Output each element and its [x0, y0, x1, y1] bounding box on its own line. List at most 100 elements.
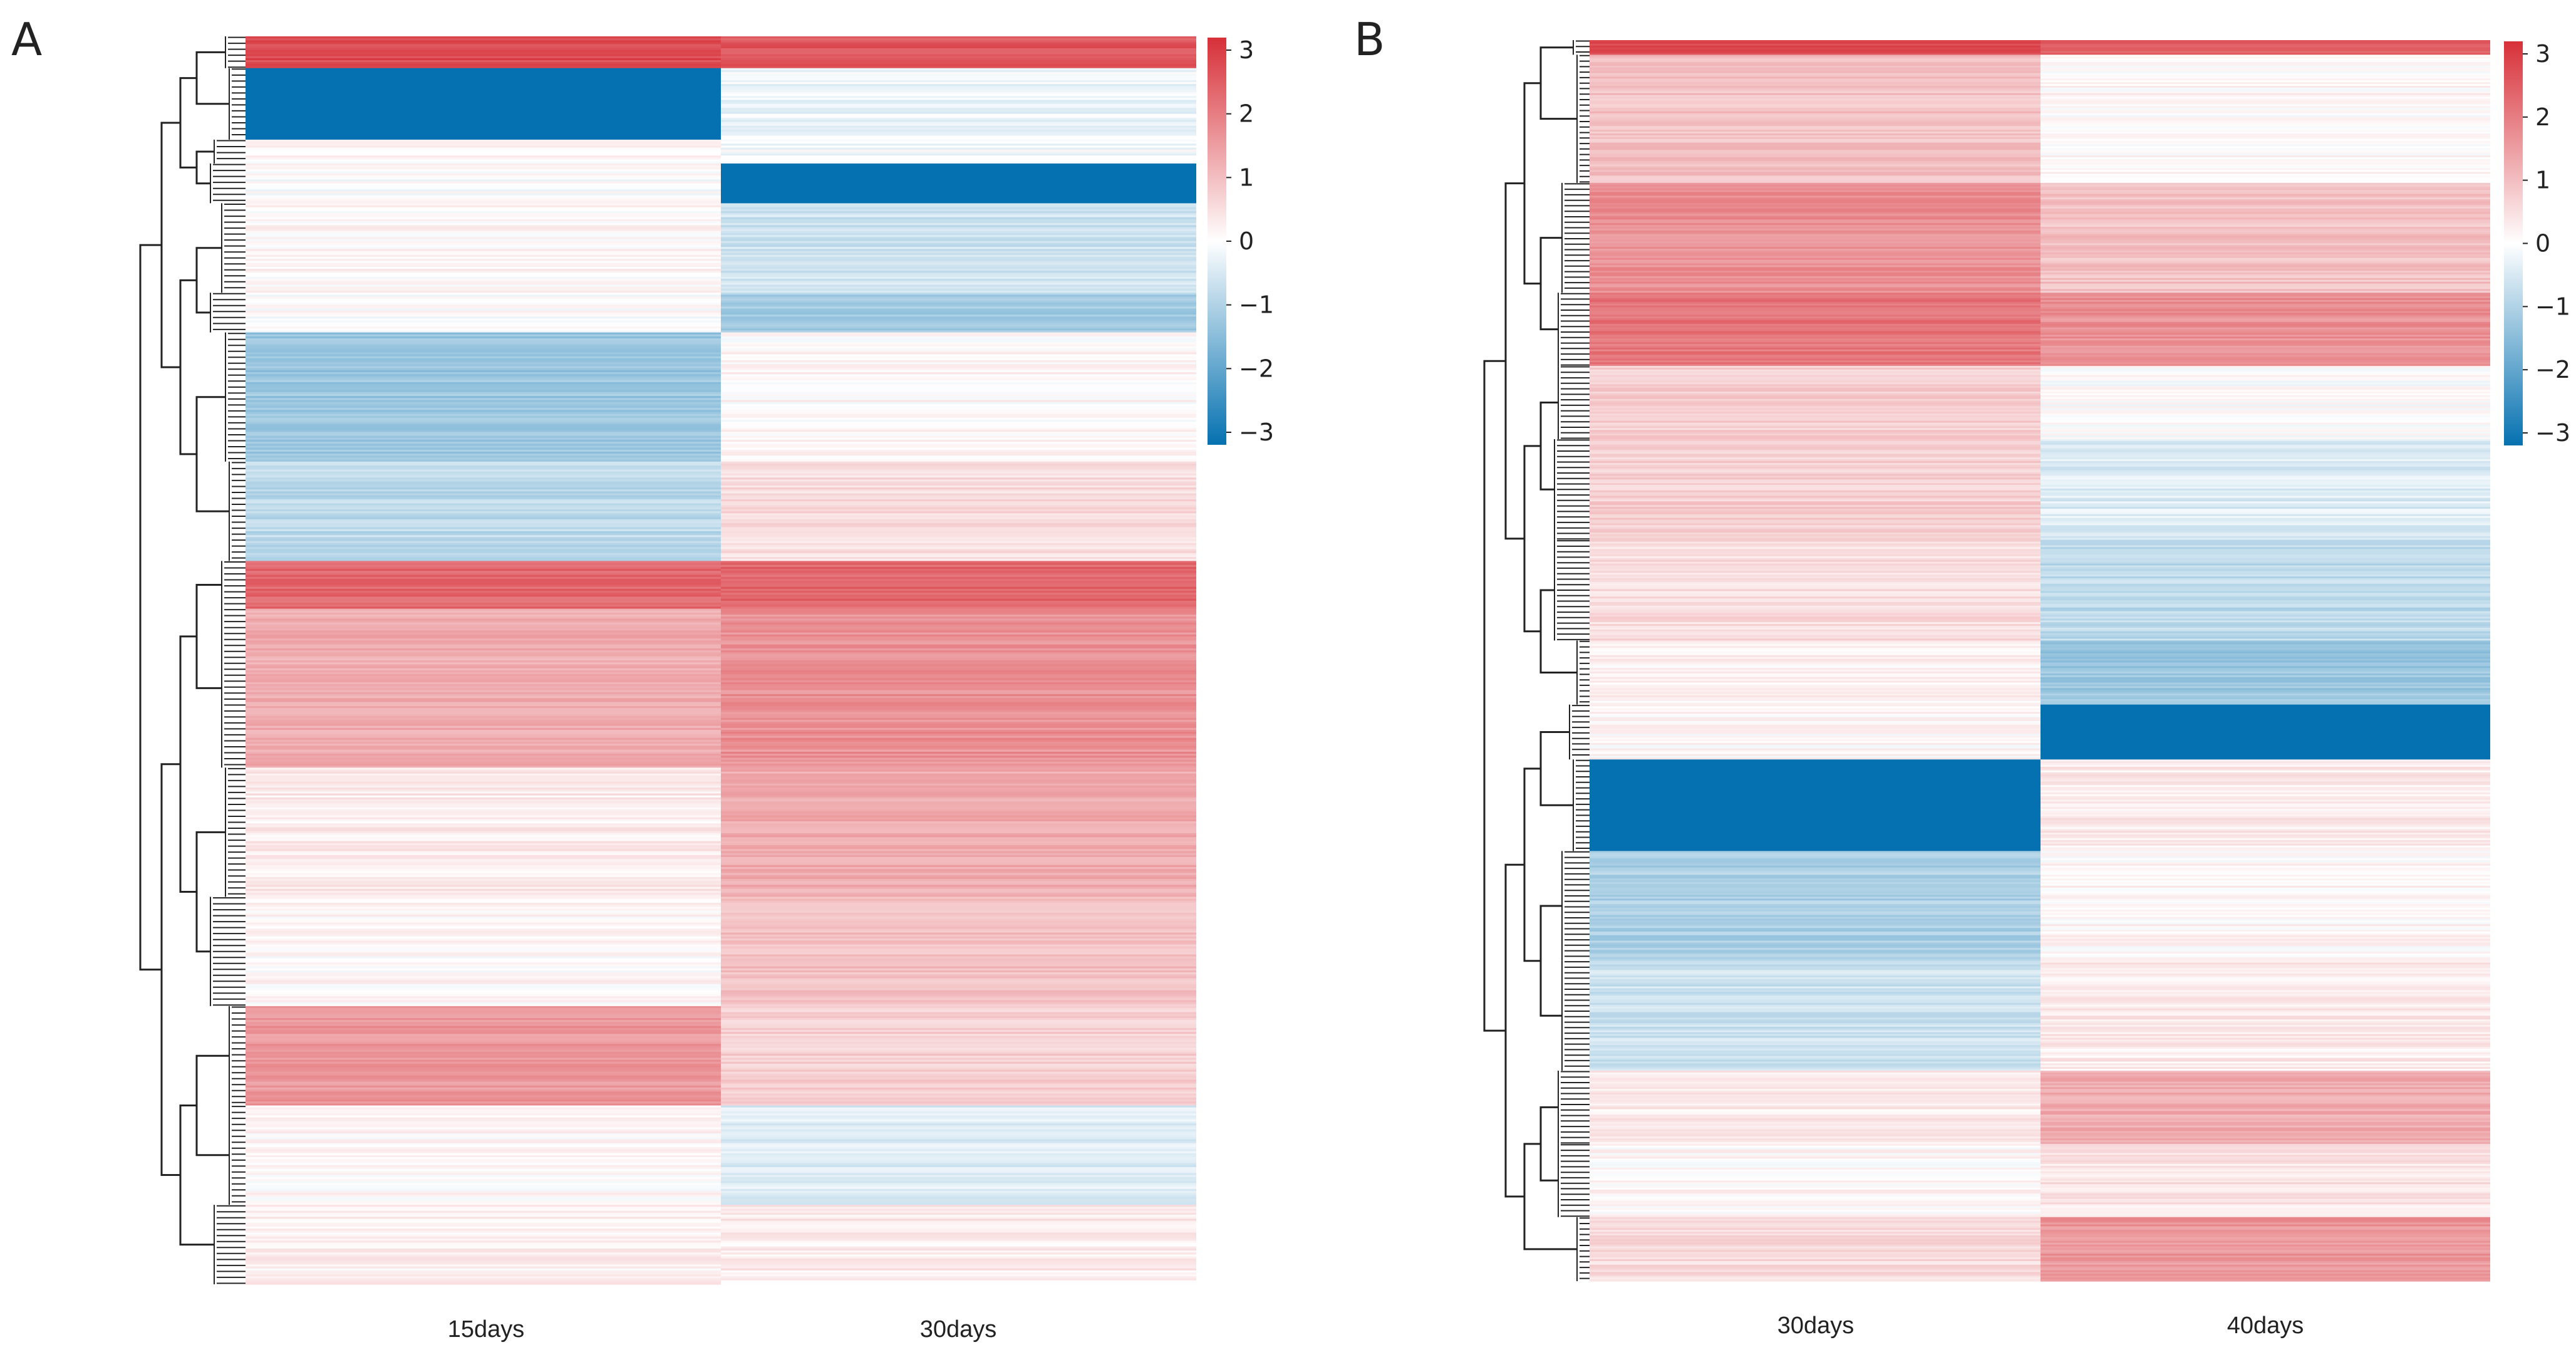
- heatmap-cell: [721, 875, 1196, 878]
- heatmap-cell: [2041, 274, 2490, 277]
- heatmap-cell: [721, 1129, 1196, 1132]
- heatmap-cell: [246, 451, 721, 454]
- heatmap-cell: [246, 1081, 721, 1084]
- heatmap-cell: [1590, 798, 2041, 801]
- heatmap-cell: [2041, 41, 2490, 44]
- heatmap-cell: [721, 1220, 1196, 1224]
- heatmap-cell: [721, 1229, 1196, 1231]
- heatmap-cell: [246, 1017, 721, 1021]
- heatmap-cell: [2041, 440, 2490, 444]
- heatmap-cell: [1590, 1219, 2041, 1222]
- heatmap-cell: [1590, 223, 2041, 226]
- heatmap-cell: [246, 809, 721, 812]
- heatmap-cell: [721, 837, 1196, 840]
- heatmap-cell: [721, 1115, 1196, 1118]
- heatmap-cell: [721, 598, 1196, 601]
- heatmap-cell: [246, 1101, 721, 1104]
- heatmap-cell: [1590, 327, 2041, 330]
- heatmap-cell: [721, 427, 1196, 430]
- heatmap-cell: [1590, 115, 2041, 118]
- heatmap-cell: [246, 581, 721, 583]
- heatmap-cell: [2041, 598, 2490, 601]
- heatmap-cell: [1590, 1056, 2041, 1059]
- heatmap-cell: [2041, 722, 2490, 725]
- heatmap-cell: [246, 893, 721, 895]
- heatmap-cell: [246, 1137, 721, 1140]
- dendrogram-leaves: [1576, 55, 1590, 183]
- heatmap-cell: [1590, 529, 2041, 531]
- heatmap-cell: [1590, 882, 2041, 885]
- heatmap-cell: [1590, 309, 2041, 312]
- heatmap-cell: [2041, 730, 2490, 733]
- heatmap-cell: [721, 823, 1196, 826]
- heatmap-cell: [721, 90, 1196, 93]
- heatmap-cell: [2041, 657, 2490, 660]
- heatmap-cell: [1590, 554, 2041, 557]
- heatmap-cell: [246, 273, 721, 276]
- heatmap-cell: [1590, 646, 2041, 648]
- heatmap-cell: [721, 110, 1196, 113]
- heatmap-cell: [1590, 388, 2041, 390]
- heatmap-cell: [2041, 100, 2490, 103]
- heatmap-cell: [246, 598, 721, 601]
- heatmap-cell: [1590, 1160, 2041, 1163]
- heatmap-cell: [246, 413, 721, 417]
- heatmap-cell: [246, 179, 721, 182]
- heatmap-cell: [721, 334, 1196, 337]
- heatmap-cell: [2041, 301, 2490, 304]
- heatmap-cell: [2041, 234, 2490, 237]
- heatmap-cell: [2041, 1180, 2490, 1183]
- heatmap-cell: [246, 1242, 721, 1245]
- heatmap-cell: [1590, 1279, 2041, 1282]
- heatmap-cell: [2041, 1252, 2490, 1254]
- heatmap-cell: [721, 316, 1196, 320]
- heatmap-cell: [1590, 219, 2041, 222]
- heatmap-cell: [721, 346, 1196, 349]
- heatmap-cell: [246, 964, 721, 967]
- heatmap-cell: [1590, 875, 2041, 877]
- heatmap-cell: [721, 1145, 1196, 1148]
- heatmap-cell: [2041, 988, 2490, 991]
- column-label-a-2: 30days: [920, 1316, 997, 1343]
- heatmap-cell: [246, 203, 721, 206]
- heatmap-cell: [721, 454, 1196, 456]
- heatmap-cell: [721, 1051, 1196, 1054]
- heatmap-cell: [721, 1022, 1196, 1025]
- heatmap-cell: [2041, 543, 2490, 546]
- heatmap-cell: [721, 1006, 1196, 1009]
- heatmap-cell: [1590, 1242, 2041, 1245]
- heatmap-cell: [2041, 468, 2490, 471]
- heatmap-cell: [246, 66, 721, 69]
- heatmap-cell: [1590, 692, 2041, 694]
- heatmap-cell: [2041, 263, 2490, 266]
- heatmap-cell: [1590, 558, 2041, 561]
- heatmap-cell: [1590, 1120, 2041, 1123]
- heatmap-cell: [2041, 184, 2490, 187]
- heatmap-cell: [2041, 635, 2490, 638]
- heatmap-cell: [2041, 666, 2490, 668]
- heatmap-cell: [1590, 434, 2041, 436]
- heatmap-cell: [246, 312, 721, 315]
- heatmap-cell: [721, 1109, 1196, 1112]
- heatmap-cell: [1590, 204, 2041, 207]
- heatmap-cell: [721, 273, 1196, 276]
- heatmap-cell: [721, 205, 1196, 208]
- heatmap-cell: [1590, 907, 2041, 910]
- heatmap-cell: [1590, 559, 2041, 563]
- heatmap-cell: [2041, 595, 2490, 597]
- heatmap-cell: [1590, 174, 2041, 176]
- heatmap-cell: [1590, 371, 2041, 374]
- heatmap-cell: [721, 123, 1196, 127]
- heatmap-cell: [1590, 790, 2041, 793]
- heatmap-cell: [2041, 1234, 2490, 1236]
- heatmap-cell: [1590, 545, 2041, 548]
- heatmap-cell: [721, 551, 1196, 554]
- heatmap-cell: [1590, 349, 2041, 352]
- heatmap-cell: [1590, 1047, 2041, 1049]
- heatmap-cell: [246, 734, 721, 737]
- heatmap-cell: [1590, 1157, 2041, 1159]
- heatmap-cell: [1590, 578, 2041, 581]
- heatmap-cell: [721, 501, 1196, 504]
- heatmap-cell: [1590, 789, 2041, 791]
- heatmap-cell: [721, 940, 1196, 944]
